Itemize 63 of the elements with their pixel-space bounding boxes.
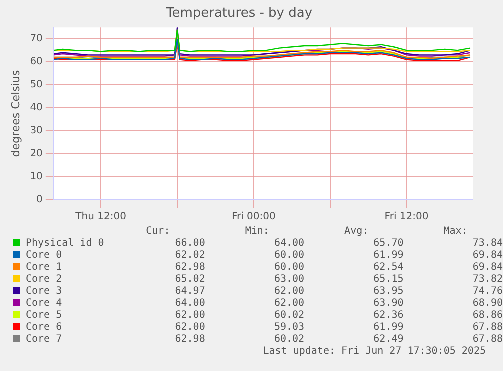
text: 68.86 [472,310,503,322]
text: 74.76 [472,286,503,298]
text: 62.00 [174,322,206,334]
text: 64.00 [174,298,206,310]
text: 69.84 [472,250,503,262]
text: Cur: [145,226,172,238]
y-tick-label: 60 [30,56,43,68]
legend-label: Core 2 [25,274,64,286]
y-tick-label: 30 [30,126,43,137]
text: 73.84 [472,238,503,250]
text: 67.88 [472,334,503,346]
text: 64.00 [273,238,305,250]
y-tick-label: 20 [30,148,43,160]
legend-label: Core 6 [25,322,64,334]
text: 62.02 [174,250,206,262]
text: 60.00 [273,262,305,274]
text: 60.00 [273,250,305,262]
legend-label: Physical id 0 [25,238,106,250]
x-tick-label: Fri 12:00 [384,212,429,223]
text: 66.00 [174,238,206,250]
chart-title: Temperatures - by day [165,6,313,22]
text: 68.90 [472,298,503,310]
y-tick-label: 70 [30,34,43,45]
text: 62.98 [174,262,206,274]
text: 61.99 [372,322,404,334]
y-tick-label: 50 [30,80,43,91]
text: 62.00 [174,310,206,322]
text: 69.84 [472,262,503,274]
x-tick-label: Thu 12:00 [74,212,126,223]
legend-label: Core 5 [25,310,64,322]
text: 59.03 [273,322,305,334]
text: 62.98 [174,334,206,346]
text: 60.02 [273,310,305,322]
text: 62.49 [372,334,404,346]
text: 63.95 [372,286,404,298]
legend-label: Core 3 [25,286,64,298]
text: 62.36 [372,310,404,322]
text: Max: [442,226,469,238]
text: Min: [244,226,270,238]
text: 64.97 [174,286,206,298]
text: 62.54 [372,262,404,274]
text: 61.99 [372,250,404,262]
text: 62.00 [273,298,305,310]
text: 67.88 [472,322,503,334]
legend-label: Core 0 [25,250,64,262]
y-tick-label: 40 [30,102,43,114]
text: Last update: Fri Jun 27 17:30:05 2025 [263,346,486,357]
text: 63.90 [372,298,404,310]
y-axis-title: degrees Celsius [9,70,22,158]
y-tick-label: 10 [30,172,43,183]
text: 65.02 [174,274,206,286]
x-tick-label: Fri 00:00 [232,212,276,223]
legend-label: Core 4 [25,298,64,310]
text: 73.82 [472,274,503,286]
text: 63.00 [273,274,305,286]
text: 65.15 [372,274,404,286]
text: 60.02 [273,334,305,346]
legend-label: Core 1 [25,262,64,274]
text: Avg: [344,226,370,238]
legend-label: Core 7 [25,334,64,346]
text: 62.00 [273,286,305,298]
text: 65.70 [372,238,404,250]
y-tick-label: 0 [36,194,43,206]
